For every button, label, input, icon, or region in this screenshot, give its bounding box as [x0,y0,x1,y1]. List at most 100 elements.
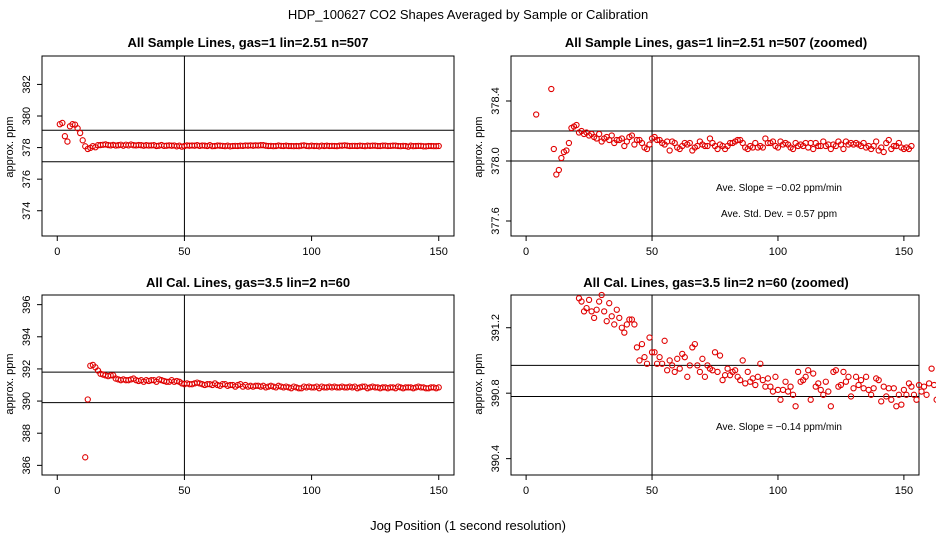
data-point [769,138,777,145]
data-point [651,349,658,356]
data-point [900,386,908,394]
x-tick-label: 0 [54,485,60,497]
data-point [628,316,636,323]
data-point [618,324,625,331]
data-point [601,308,608,315]
data-point [623,321,631,328]
data-point [533,111,540,118]
data-point [643,360,651,367]
data-point [555,166,563,174]
data-point [895,391,903,398]
data-point [923,391,930,398]
data-point [930,381,936,389]
data-point [739,357,746,364]
data-point [860,385,867,392]
panel-title: All Sample Lines, gas=1 lin=2.51 n=507 [128,35,369,50]
data-point [815,142,822,150]
y-axis-label: approx. ppm [473,116,485,177]
y-tick-label: 390.4 [490,445,502,473]
data-point [865,386,872,394]
data-point [648,349,656,356]
y-axis-label: approx. ppm [4,116,16,177]
data-point [774,144,782,151]
x-tick-label: 0 [523,246,529,258]
data-point [734,136,741,144]
data-point [840,368,847,376]
data-point [633,136,641,144]
x-tick-label: 150 [430,485,448,497]
data-point [878,144,885,151]
data-point [918,388,925,395]
data-point [842,378,850,385]
data-point [82,454,89,461]
data-point [658,360,666,367]
data-point [815,380,822,387]
plot-frame [510,55,920,237]
data-point [661,337,668,344]
data-point [759,144,767,151]
data-point [686,362,693,369]
data-point [890,385,897,392]
data-point [563,147,570,154]
data-point [885,385,892,392]
data-point [807,139,814,147]
data-point [435,384,442,391]
data-point [699,355,706,362]
data-point [701,373,709,380]
data-point [433,143,440,150]
data-point [769,388,777,395]
data-point [719,376,726,384]
data-point [880,383,887,390]
data-point [714,145,721,153]
data-point [789,391,797,398]
panel-title: All Cal. Lines, gas=3.5 lin=2 n=60 (zoom… [583,275,849,290]
annotation-text: Ave. Slope = −0.02 ppm/min [716,183,842,194]
panel-cal-zoomed: All Cal. Lines, gas=3.5 lin=2 n=60 (zoom… [473,275,936,497]
data-point [691,340,699,348]
y-tick-label: 374 [21,202,33,220]
data-point [920,383,928,390]
data-point [633,344,641,351]
data-point [681,354,688,361]
data-point [578,298,585,305]
data-point [737,376,744,384]
data-point [880,148,887,156]
data-point [739,139,746,147]
data-point [925,380,933,387]
data-point [593,135,600,142]
data-point [898,401,905,408]
data-point [595,298,603,305]
y-tick-label: 382 [21,75,33,93]
data-point [822,378,829,385]
data-point [837,141,845,148]
y-tick-label: 396 [21,295,33,313]
data-point [669,362,676,369]
panel-title: All Cal. Lines, gas=3.5 lin=2 n=60 [146,275,350,290]
data-point [653,136,661,144]
x-tick-label: 150 [430,246,448,258]
data-point [850,385,857,392]
x-tick-label: 100 [769,246,787,258]
data-point [69,121,76,128]
data-point [855,381,862,389]
data-point [787,383,794,390]
data-point [810,370,817,377]
data-point [598,291,605,299]
data-point [585,296,593,304]
y-tick-label: 394 [21,328,33,346]
data-point [910,391,918,398]
data-point [908,383,915,390]
y-tick-label: 380 [21,107,33,125]
data-point [704,142,711,150]
data-point [792,403,799,410]
data-point [883,393,890,400]
data-point [802,373,809,380]
y-axis-label: approx. ppm [473,353,485,414]
data-point [779,386,787,394]
data-point [888,396,895,403]
data-point [794,368,802,376]
x-tick-label: 100 [769,485,787,497]
data-point [616,314,623,322]
data-point [623,138,631,145]
data-point [656,354,663,361]
